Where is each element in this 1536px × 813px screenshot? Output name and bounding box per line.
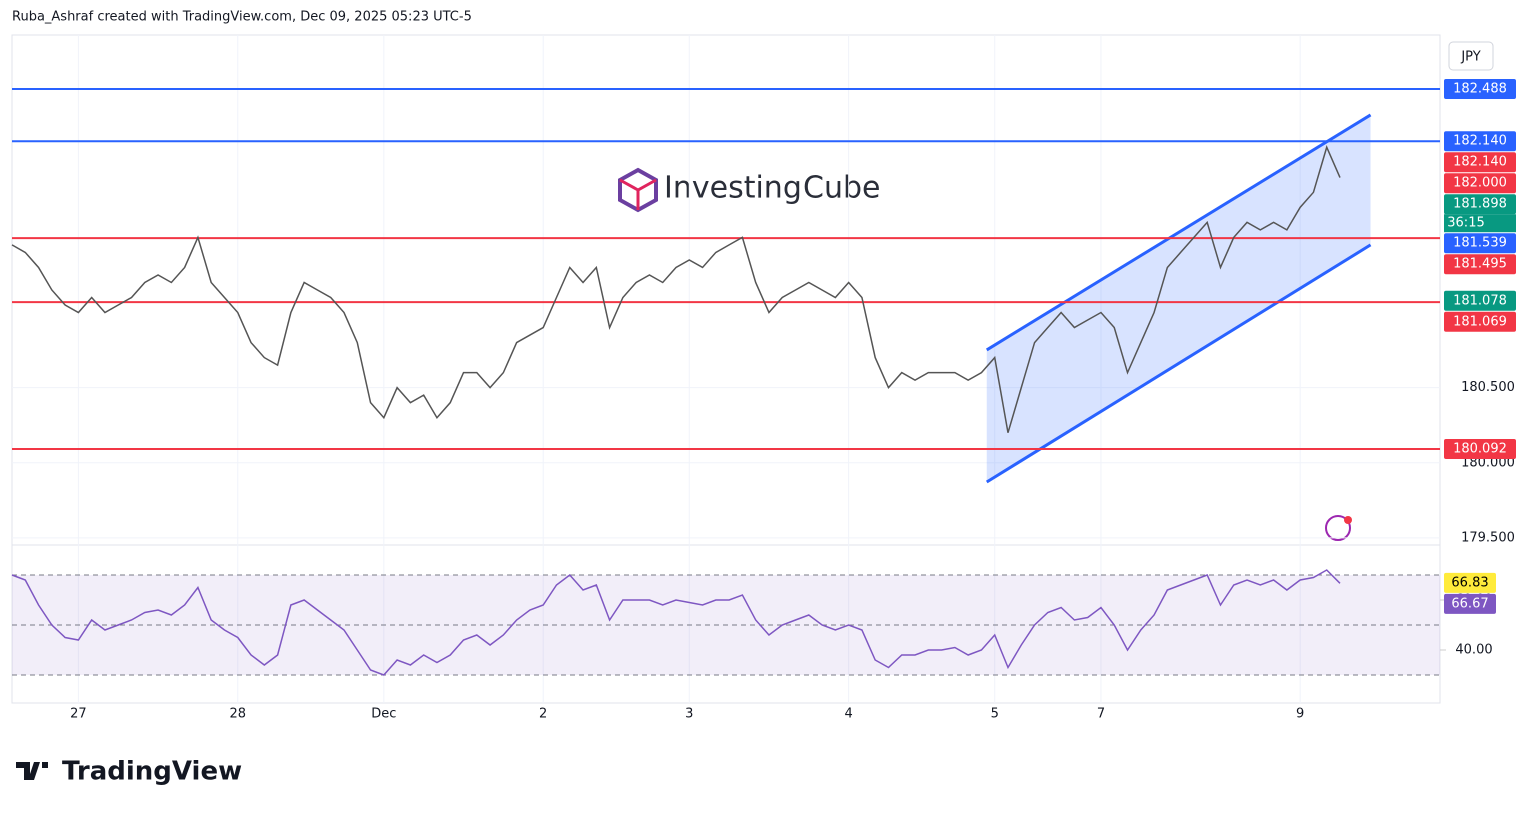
price-tag xyxy=(1444,438,1516,459)
rsi-tag xyxy=(1444,593,1496,614)
countdown: 36:15 xyxy=(1447,216,1484,231)
price-tag-label: 181.078 xyxy=(1453,293,1507,308)
x-tick-label: 3 xyxy=(685,707,693,722)
x-tick-label: 28 xyxy=(229,707,246,722)
rsi-tag-label: 66.83 xyxy=(1451,575,1488,590)
y-tick-label: 180.500 xyxy=(1461,380,1515,395)
x-tick-label: 27 xyxy=(70,707,87,722)
x-tick-label: 2 xyxy=(539,707,547,722)
price-tag-label: 182.140 xyxy=(1453,155,1507,170)
price-tag-label: 180.092 xyxy=(1453,441,1507,456)
price-tag xyxy=(1444,233,1516,254)
price-line xyxy=(11,145,1341,433)
countdown-box xyxy=(1444,214,1516,233)
price-tag-label: 181.069 xyxy=(1453,314,1507,329)
price-tag-label: 182.488 xyxy=(1453,81,1507,96)
alert-icon[interactable] xyxy=(1325,515,1351,541)
channel-fill xyxy=(986,114,1371,483)
currency-box[interactable] xyxy=(1448,41,1494,71)
footer-icon xyxy=(16,762,48,780)
price-tag-label: 182.000 xyxy=(1453,176,1507,191)
alert-dot xyxy=(1344,516,1352,524)
channel-upper xyxy=(985,113,1372,352)
channel-lower xyxy=(985,243,1372,484)
logo-left: Investing xyxy=(664,171,802,206)
x-tick-label: 9 xyxy=(1296,707,1304,722)
price-tag xyxy=(1444,152,1516,173)
footer-logo: TradingView xyxy=(16,757,242,787)
header: Ruba_Ashraf created with TradingView.com… xyxy=(12,10,472,25)
price-tag xyxy=(1444,194,1516,215)
logo: Investing Cube xyxy=(618,167,880,213)
price-tag xyxy=(1444,131,1516,152)
price-tag-label: 182.140 xyxy=(1453,134,1507,149)
x-tick-label: 7 xyxy=(1097,707,1105,722)
x-tick-label: 5 xyxy=(991,707,999,722)
y-tick-label: 180.000 xyxy=(1461,455,1515,470)
footer: TradingView xyxy=(62,757,242,787)
price-tag xyxy=(1444,311,1516,332)
currency: JPY xyxy=(1460,50,1480,65)
logo-right: Cube xyxy=(803,171,880,206)
pane-border xyxy=(11,34,1441,704)
price-tag xyxy=(1444,173,1516,194)
price-tag-label: 181.495 xyxy=(1453,257,1507,272)
price-tag xyxy=(1444,78,1516,99)
price-tag xyxy=(1444,254,1516,275)
price-tag xyxy=(1444,290,1516,311)
rsi-tag xyxy=(1444,572,1496,593)
rsi-tick-label: 40.00 xyxy=(1455,643,1492,658)
rsi-line xyxy=(11,569,1341,676)
rsi-tag-label: 66.67 xyxy=(1451,596,1488,611)
price-tag-label: 181.539 xyxy=(1453,236,1507,251)
x-tick-label: Dec xyxy=(371,707,396,722)
price-tag-label: 181.898 xyxy=(1453,197,1507,212)
logo-icon-inner xyxy=(619,178,657,210)
y-tick-label: 179.500 xyxy=(1461,530,1515,545)
x-tick-label: 4 xyxy=(844,707,852,722)
